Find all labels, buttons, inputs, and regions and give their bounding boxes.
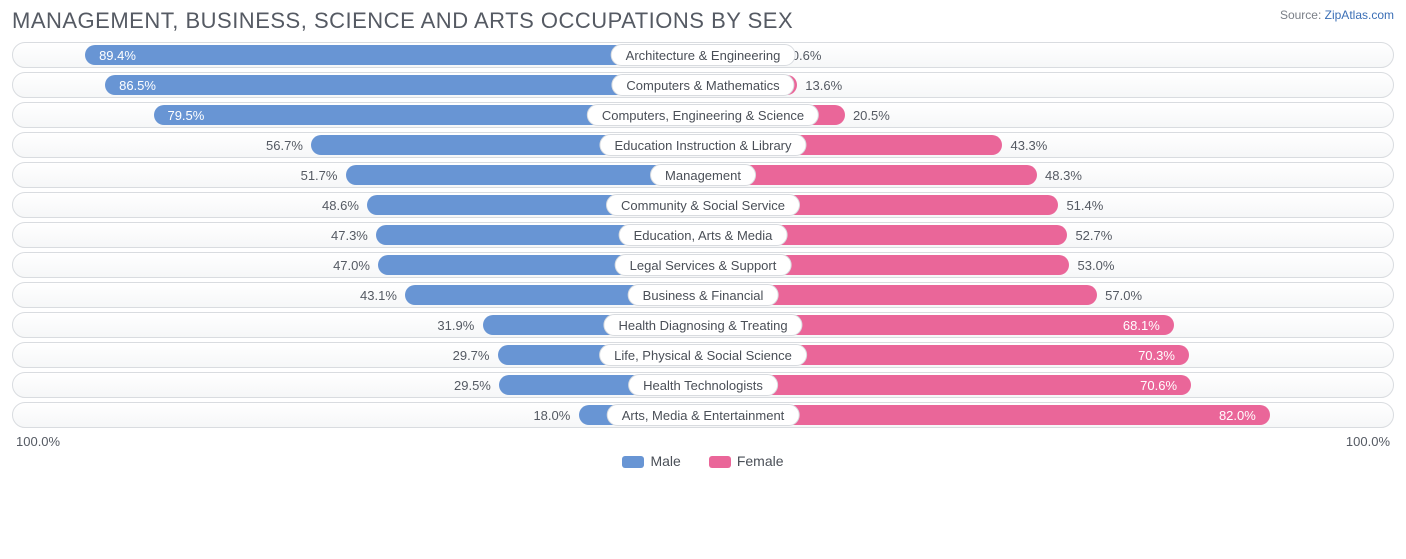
male-pct-label: 56.7% <box>266 132 303 158</box>
male-swatch-icon <box>622 456 644 468</box>
chart-row: 29.5% 70.6% Health Technologists <box>12 372 1394 398</box>
category-label: Architecture & Engineering <box>611 44 796 66</box>
chart-row: 29.7% 70.3% Life, Physical & Social Scienc… <box>12 342 1394 368</box>
female-pct-label: 20.5% <box>853 102 890 128</box>
female-pct-label: 82.0% <box>1219 402 1256 428</box>
male-bar <box>85 45 696 65</box>
chart-row: 47.0% 53.0% Legal Services & Support <box>12 252 1394 278</box>
female-bar <box>710 375 1191 395</box>
chart-row: 51.7% 48.3% Management <box>12 162 1394 188</box>
chart-row: 47.3% 52.7% Education, Arts & Media <box>12 222 1394 248</box>
x-axis: 100.0% 100.0% <box>12 434 1394 449</box>
male-pct-label: 31.9% <box>437 312 474 338</box>
male-bar <box>105 75 696 95</box>
chart-header: MANAGEMENT, BUSINESS, SCIENCE AND ARTS O… <box>12 8 1394 34</box>
category-label: Education Instruction & Library <box>599 134 806 156</box>
male-pct-label: 79.5% <box>167 102 204 128</box>
chart-title: MANAGEMENT, BUSINESS, SCIENCE AND ARTS O… <box>12 8 793 34</box>
chart-row: 56.7% 43.3% Education Instruction & Librar… <box>12 132 1394 158</box>
category-label: Legal Services & Support <box>615 254 792 276</box>
category-label: Business & Financial <box>628 284 779 306</box>
male-pct-label: 43.1% <box>360 282 397 308</box>
female-pct-label: 48.3% <box>1045 162 1082 188</box>
female-pct-label: 13.6% <box>805 72 842 98</box>
female-pct-label: 70.6% <box>1140 372 1177 398</box>
female-pct-label: 43.3% <box>1010 132 1047 158</box>
chart-row: 89.4%10.6%Architecture & Engineering <box>12 42 1394 68</box>
source-link[interactable]: ZipAtlas.com <box>1325 8 1394 22</box>
category-label: Management <box>650 164 756 186</box>
chart-row: 18.0% 82.0% Arts, Media & Entertainment <box>12 402 1394 428</box>
female-pct-label: 51.4% <box>1066 192 1103 218</box>
occupations-diverging-bar-chart: 89.4%10.6%Architecture & Engineering 86.5… <box>12 42 1394 428</box>
legend-male-label: Male <box>650 453 680 469</box>
axis-left-label: 100.0% <box>16 434 60 449</box>
female-pct-label: 57.0% <box>1105 282 1142 308</box>
male-bar <box>346 165 696 185</box>
axis-right-label: 100.0% <box>1346 434 1390 449</box>
male-pct-label: 89.4% <box>99 42 136 68</box>
chart-source: Source: ZipAtlas.com <box>1280 8 1394 24</box>
category-label: Health Technologists <box>628 374 778 396</box>
male-pct-label: 51.7% <box>301 162 338 188</box>
legend: Male Female <box>12 453 1394 469</box>
category-label: Life, Physical & Social Science <box>599 344 807 366</box>
chart-row: 31.9% 68.1% Health Diagnosing & Treating <box>12 312 1394 338</box>
chart-row: 43.1% 57.0% Business & Financial <box>12 282 1394 308</box>
male-pct-label: 48.6% <box>322 192 359 218</box>
female-pct-label: 70.3% <box>1138 342 1175 368</box>
female-pct-label: 53.0% <box>1078 252 1115 278</box>
category-label: Education, Arts & Media <box>619 224 788 246</box>
male-pct-label: 18.0% <box>533 402 570 428</box>
legend-female: Female <box>709 453 784 469</box>
male-pct-label: 29.7% <box>453 342 490 368</box>
legend-male: Male <box>622 453 680 469</box>
category-label: Health Diagnosing & Treating <box>603 314 802 336</box>
chart-row: 48.6% 51.4% Community & Social Service <box>12 192 1394 218</box>
chart-row: 79.5% 20.5% Computers, Engineering & Scien… <box>12 102 1394 128</box>
source-prefix: Source: <box>1280 8 1325 22</box>
female-pct-label: 68.1% <box>1123 312 1160 338</box>
category-label: Computers & Mathematics <box>611 74 794 96</box>
female-swatch-icon <box>709 456 731 468</box>
male-pct-label: 86.5% <box>119 72 156 98</box>
chart-row: 86.5% 13.6% Computers & Mathematics <box>12 72 1394 98</box>
category-label: Community & Social Service <box>606 194 800 216</box>
category-label: Arts, Media & Entertainment <box>607 404 800 426</box>
category-label: Computers, Engineering & Science <box>587 104 819 126</box>
female-bar <box>710 165 1037 185</box>
male-pct-label: 29.5% <box>454 372 491 398</box>
legend-female-label: Female <box>737 453 784 469</box>
male-pct-label: 47.3% <box>331 222 368 248</box>
female-pct-label: 52.7% <box>1075 222 1112 248</box>
male-pct-label: 47.0% <box>333 252 370 278</box>
